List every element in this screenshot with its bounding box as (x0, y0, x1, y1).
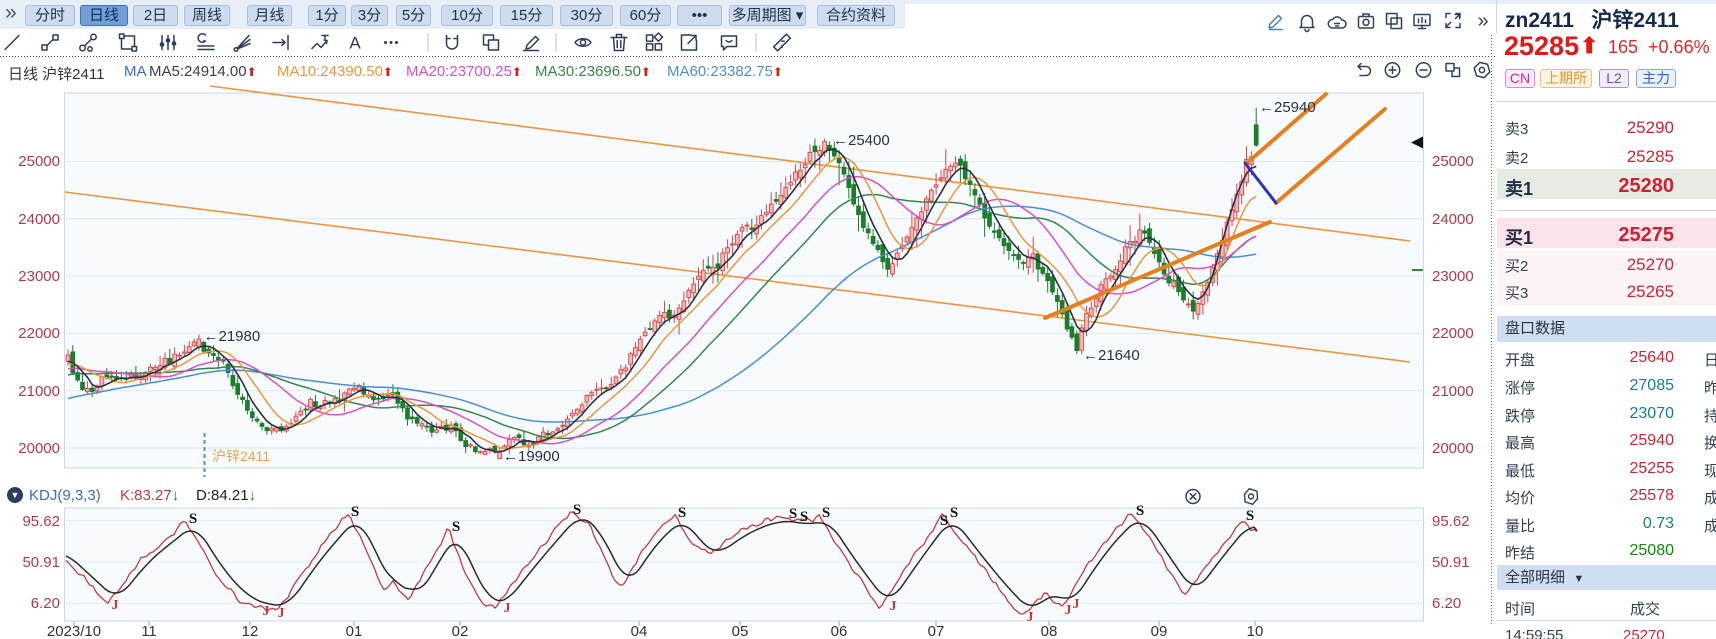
svg-text:S: S (800, 509, 808, 525)
svg-text:20000: 20000 (18, 440, 60, 457)
svg-text:S: S (573, 502, 581, 518)
svg-text:24000: 24000 (1432, 211, 1474, 228)
svg-text:21000: 21000 (1432, 383, 1474, 400)
svg-text:21000: 21000 (18, 383, 60, 400)
svg-text:22000: 22000 (18, 325, 60, 342)
svg-text:23000: 23000 (1432, 268, 1474, 285)
svg-text:S: S (940, 513, 948, 529)
svg-text:05: 05 (732, 623, 749, 639)
svg-text:25000: 25000 (1432, 153, 1474, 170)
svg-text:←19900: ←19900 (503, 448, 560, 465)
svg-text:←21640: ←21640 (1083, 347, 1140, 364)
svg-text:J: J (890, 599, 897, 614)
svg-text:23000: 23000 (18, 268, 60, 285)
svg-text:J: J (1065, 603, 1072, 618)
svg-text:6.20: 6.20 (31, 595, 60, 612)
svg-text:J: J (112, 598, 119, 613)
svg-text:沪锌2411: 沪锌2411 (212, 448, 270, 464)
svg-text:J: J (1073, 597, 1080, 612)
svg-text:S: S (189, 511, 197, 527)
svg-text:95.62: 95.62 (22, 513, 60, 530)
svg-text:01: 01 (346, 623, 363, 639)
svg-text:24000: 24000 (18, 211, 60, 228)
svg-text:09: 09 (1151, 623, 1168, 639)
svg-text:S: S (822, 505, 830, 521)
svg-text:08: 08 (1041, 623, 1058, 639)
svg-text:J: J (263, 604, 270, 619)
svg-text:20000: 20000 (1432, 440, 1474, 457)
svg-text:←21980: ←21980 (204, 328, 261, 345)
svg-text:S: S (678, 505, 686, 521)
svg-text:S: S (1246, 508, 1254, 524)
svg-text:S: S (351, 504, 359, 520)
svg-text:J: J (504, 601, 511, 616)
svg-text:S: S (1136, 503, 1144, 519)
svg-text:50.91: 50.91 (1432, 554, 1470, 571)
svg-text:11: 11 (141, 623, 157, 639)
svg-text:2023/10: 2023/10 (47, 623, 101, 639)
svg-text:J: J (278, 606, 285, 621)
svg-text:95.62: 95.62 (1432, 513, 1470, 530)
svg-text:06: 06 (831, 623, 848, 639)
svg-text:12: 12 (242, 623, 259, 639)
svg-text:»: » (1477, 10, 1488, 32)
svg-text:02: 02 (452, 623, 469, 639)
svg-text:←25400: ←25400 (833, 132, 890, 149)
svg-text:25000: 25000 (18, 153, 60, 170)
svg-text:J: J (1027, 610, 1034, 625)
svg-text:S: S (789, 506, 797, 522)
svg-text:04: 04 (631, 623, 648, 639)
svg-text:←25940: ←25940 (1259, 99, 1316, 116)
svg-text:S: S (950, 505, 958, 521)
svg-text:A: A (349, 34, 361, 53)
svg-text:10: 10 (1247, 623, 1264, 639)
svg-text:22000: 22000 (1432, 325, 1474, 342)
svg-text:6.20: 6.20 (1432, 595, 1461, 612)
svg-text:50.91: 50.91 (22, 554, 60, 571)
svg-text:S: S (452, 519, 460, 535)
svg-text:07: 07 (928, 623, 945, 639)
